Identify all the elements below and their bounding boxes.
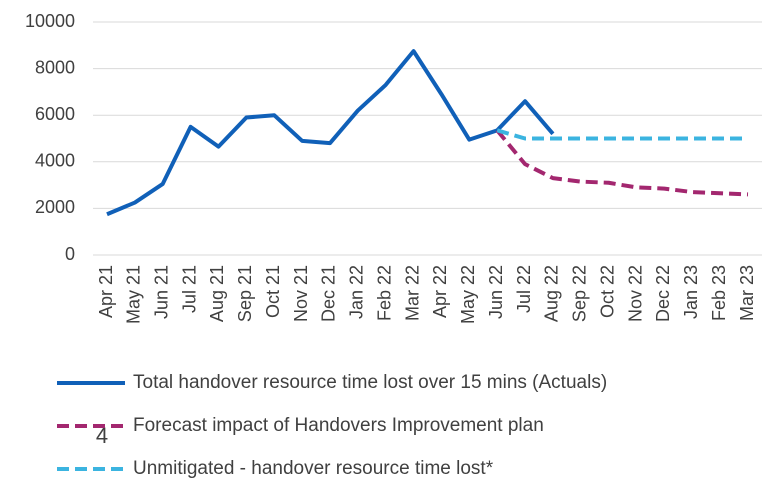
- legend-label: Total handover resource time lost over 1…: [133, 372, 607, 393]
- x-tick-label: Jan 22: [347, 265, 367, 319]
- legend-label: Unmitigated - handover resource time los…: [133, 458, 494, 479]
- x-tick-label: Apr 21: [96, 265, 116, 318]
- x-tick-label: Jul 22: [514, 265, 534, 313]
- x-tick-label: Mar 23: [737, 265, 757, 321]
- x-tick-label: Oct 22: [597, 265, 617, 318]
- x-tick-label: Sep 21: [235, 265, 255, 322]
- x-tick-label: Nov 21: [291, 265, 311, 322]
- x-tick-label: May 21: [124, 265, 144, 324]
- x-tick-label: Jan 23: [681, 265, 701, 319]
- x-tick-label: Feb 22: [374, 265, 394, 321]
- x-tick-label: Dec 21: [319, 265, 339, 322]
- annotation: 4: [96, 423, 108, 448]
- x-tick-label: Sep 22: [570, 265, 590, 322]
- x-tick-label: Jun 21: [151, 265, 171, 319]
- x-tick-label: Feb 23: [709, 265, 729, 321]
- y-tick-label: 4000: [35, 151, 75, 171]
- x-tick-label: Aug 22: [542, 265, 562, 322]
- series-line: [106, 49, 555, 217]
- series-line: [496, 128, 748, 141]
- x-tick-label: Jul 21: [179, 265, 199, 313]
- y-tick-label: 0: [65, 244, 75, 264]
- y-tick-label: 10000: [25, 11, 75, 31]
- y-tick-label: 2000: [35, 197, 75, 217]
- x-tick-label: Aug 21: [207, 265, 227, 322]
- x-tick-label: May 22: [458, 265, 478, 324]
- series-line: [495, 129, 749, 197]
- x-tick-label: Dec 22: [653, 265, 673, 322]
- x-tick-label: Oct 21: [263, 265, 283, 318]
- legend-label: Forecast impact of Handovers Improvement…: [133, 415, 544, 436]
- y-tick-label: 8000: [35, 57, 75, 77]
- x-tick-label: Nov 22: [625, 265, 645, 322]
- x-tick-label: Apr 22: [430, 265, 450, 318]
- x-tick-label: Jun 22: [486, 265, 506, 319]
- x-tick-label: Mar 22: [402, 265, 422, 321]
- y-tick-label: 6000: [35, 104, 75, 124]
